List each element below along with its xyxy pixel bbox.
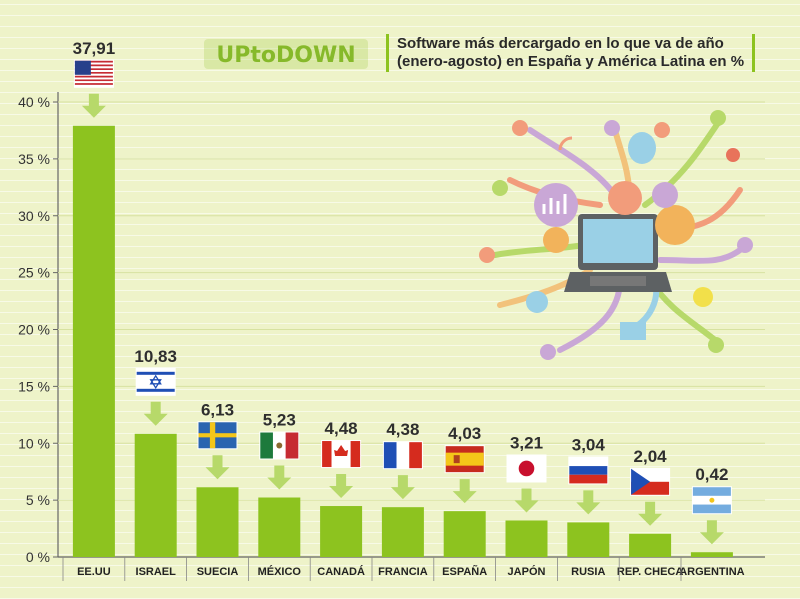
- uptodown-logo: UPtoDOWN: [204, 39, 368, 69]
- canada-flag: [321, 440, 362, 469]
- category-label: MÉXICO: [258, 565, 302, 578]
- y-tick-label: 35 %: [18, 151, 50, 167]
- chart-icon: [534, 183, 578, 227]
- lightbulb-icon: [693, 287, 713, 307]
- down-arrow-icon: [638, 501, 663, 526]
- heart-icon: [726, 148, 740, 162]
- category-label: ESPAÑA: [442, 565, 487, 578]
- category-label: FRANCIA: [378, 566, 428, 578]
- value-label: 4,03: [448, 424, 481, 443]
- globe-icon: [526, 291, 548, 313]
- mail-icon: [620, 322, 646, 340]
- bar-7: [505, 520, 548, 557]
- down-arrow-icon: [143, 401, 168, 426]
- bar-5: [381, 507, 424, 557]
- down-arrow-icon: [329, 474, 354, 499]
- bar-0: [72, 125, 115, 558]
- down-arrow-icon: [699, 520, 724, 545]
- link-icon: [608, 181, 642, 215]
- down-arrow-icon: [452, 479, 477, 504]
- israel-flag: [135, 367, 176, 396]
- bird-icon: [652, 182, 678, 208]
- down-arrow-icon: [514, 488, 539, 513]
- down-arrow-icon: [390, 475, 415, 500]
- category-label: ISRAEL: [136, 566, 177, 578]
- music-icon: [543, 227, 569, 253]
- person-icon: [512, 120, 528, 136]
- down-arrow-icon: [576, 490, 601, 515]
- category-label: ARGENTINA: [679, 566, 744, 578]
- bar-6: [443, 511, 486, 557]
- japan-flag: [506, 454, 547, 483]
- category-label: JAPÓN: [508, 565, 546, 578]
- bars: 37,91 EE.UU 10,83 ISRAEL 6,13 SUECIA 5,23 MÉXIC…: [62, 39, 745, 581]
- sweden-flag: [197, 421, 238, 450]
- title-accent-left: [386, 34, 389, 72]
- value-label: 5,23: [263, 411, 296, 430]
- down-arrow-icon: [205, 455, 230, 480]
- thumbs-up-icon: [655, 205, 695, 245]
- czech-flag: [630, 467, 671, 496]
- russia-flag: [568, 456, 609, 485]
- balloon-icon: [628, 132, 656, 164]
- logo-text: UPtoDOWN: [216, 43, 355, 68]
- bar-9: [629, 533, 672, 557]
- argentina-flag: [691, 486, 732, 515]
- bar-10: [690, 552, 733, 557]
- chart-title-line-2: (enero-agosto) en España y América Latin…: [397, 53, 744, 70]
- france-flag: [382, 441, 423, 470]
- bar-2: [196, 487, 239, 557]
- value-label: 4,38: [386, 420, 419, 439]
- spain-flag: [444, 445, 485, 474]
- y-tick-label: 40 %: [18, 94, 50, 110]
- title-accent-right: [752, 34, 755, 72]
- down-arrow-icon: [267, 465, 292, 490]
- value-label: 0,42: [695, 465, 728, 484]
- category-label: CANADÁ: [317, 565, 365, 578]
- category-label: RUSIA: [571, 566, 605, 578]
- category-label: REP. CHECA: [617, 566, 683, 578]
- y-tick-label: 20 %: [18, 322, 50, 338]
- value-label: 37,91: [73, 39, 116, 58]
- chart-title: Software más dercargado en lo que va de …: [397, 35, 744, 70]
- illustration-icons: [479, 110, 753, 360]
- category-label: EE.UU: [77, 566, 111, 578]
- value-label: 2,04: [634, 447, 668, 466]
- value-label: 10,83: [134, 347, 177, 366]
- chart-title-line-1: Software más dercargado en lo que va de …: [397, 35, 724, 52]
- value-label: 3,04: [572, 435, 606, 454]
- us-flag: [73, 59, 114, 88]
- value-label: 6,13: [201, 400, 234, 419]
- down-arrow-icon: [81, 93, 106, 118]
- bar-1: [134, 433, 177, 557]
- bar-3: [258, 497, 301, 557]
- value-label: 4,48: [325, 419, 358, 438]
- bar-8: [567, 522, 610, 557]
- wifi-icon: [558, 136, 573, 151]
- y-tick-label: 25 %: [18, 265, 50, 281]
- bar-4: [320, 506, 363, 557]
- y-tick-label: 15 %: [18, 378, 50, 394]
- y-tick-label: 30 %: [18, 208, 50, 224]
- y-tick-label: 10 %: [18, 435, 50, 451]
- category-label: SUECIA: [197, 566, 239, 578]
- y-tick-label: 0 %: [26, 549, 50, 565]
- mexico-flag: [259, 431, 300, 460]
- value-label: 3,21: [510, 433, 543, 452]
- y-tick-label: 5 %: [26, 492, 50, 508]
